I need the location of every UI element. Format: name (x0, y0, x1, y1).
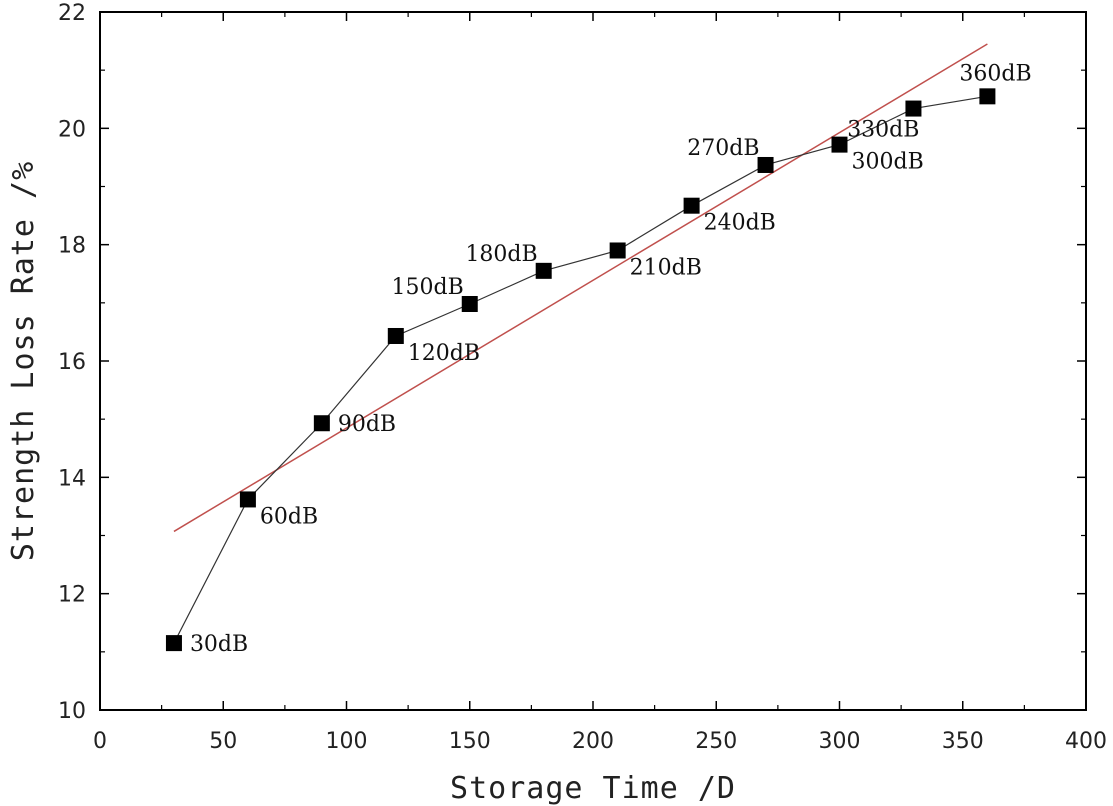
y-tick-label: 18 (58, 234, 86, 259)
data-marker (313, 415, 330, 432)
data-marker (905, 100, 922, 117)
data-point-label: 360dB (959, 61, 1031, 86)
plot-frame (99, 11, 1087, 711)
x-tick-label: 200 (572, 729, 614, 754)
data-point-label: 210dB (630, 255, 702, 280)
x-tick-label: 400 (1065, 729, 1107, 754)
y-tick-label: 14 (58, 466, 86, 491)
data-marker (683, 197, 700, 214)
data-point-label: 90dB (338, 412, 396, 437)
data-point-label: 60dB (260, 504, 318, 529)
x-tick-label: 250 (695, 729, 737, 754)
x-tick-label: 50 (209, 729, 237, 754)
data-point-label: 180dB (465, 242, 537, 267)
data-marker (609, 242, 626, 259)
axis-ticks (99, 11, 1087, 711)
data-point-label: 270dB (687, 136, 759, 161)
y-tick-label: 12 (58, 583, 86, 608)
data-marker (831, 136, 848, 153)
data-line (173, 95, 988, 644)
data-markers (165, 88, 996, 652)
x-tick-label: 100 (326, 729, 368, 754)
data-marker (979, 88, 996, 105)
data-point-label: 30dB (190, 632, 248, 657)
data-marker (239, 491, 256, 508)
data-marker (535, 262, 552, 279)
x-axis-title: Storage Time /D (450, 771, 736, 806)
data-point-label: 300dB (852, 150, 924, 175)
y-tick-label: 22 (58, 1, 86, 26)
y-axis-title: Strength Loss Rate /% (6, 161, 41, 561)
x-tick-label: 350 (942, 729, 984, 754)
x-tick-label: 150 (449, 729, 491, 754)
data-marker (387, 327, 404, 344)
data-marker (165, 635, 182, 652)
fit-line (173, 43, 988, 533)
data-point-label: 120dB (408, 341, 480, 366)
y-tick-label: 20 (58, 117, 86, 142)
data-point-label: 330dB (847, 118, 919, 143)
data-point-label: 150dB (392, 275, 464, 300)
x-tick-label: 0 (93, 729, 107, 754)
data-point-label: 240dB (704, 211, 776, 236)
data-marker (757, 156, 774, 173)
y-tick-label: 16 (58, 350, 86, 375)
y-tick-label: 10 (58, 699, 86, 724)
data-marker (461, 295, 478, 312)
axis-tick-labels: 0 50 100 150 200 250 300 350 400 10 12 14 16 18 20 22 (58, 1, 1107, 754)
x-tick-label: 300 (819, 729, 861, 754)
